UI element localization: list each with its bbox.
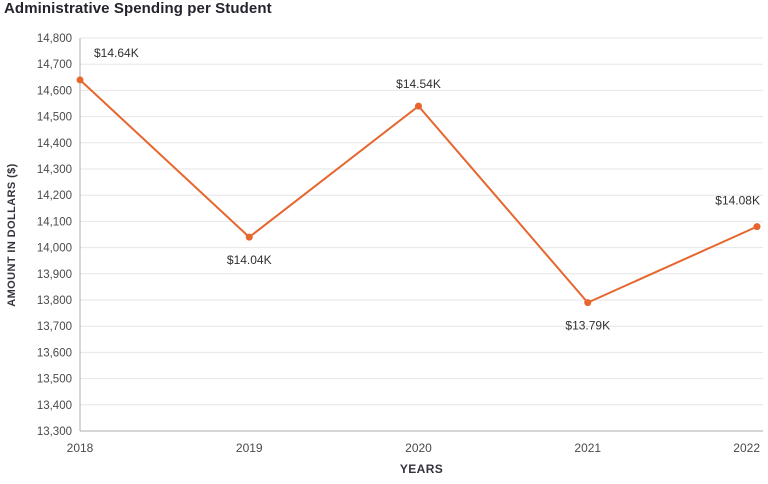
data-point-label: $14.64K <box>94 46 139 60</box>
y-tick-label: 14,300 <box>37 164 72 176</box>
y-tick-label: 14,000 <box>37 243 72 255</box>
data-point-marker[interactable] <box>415 102 422 110</box>
series-line <box>79 78 758 304</box>
y-tick-label: 13,900 <box>37 269 72 281</box>
chart-title: Administrative Spending per Student <box>4 0 272 17</box>
x-tick-label: 2021 <box>574 441 601 455</box>
y-tick-label: 13,800 <box>37 295 72 307</box>
y-tick-label: 13,600 <box>37 347 72 359</box>
y-tick-label: 13,400 <box>37 400 72 412</box>
x-tick-label: 2019 <box>236 441 263 455</box>
y-tick-label: 13,300 <box>37 426 72 438</box>
data-point-label: $14.04K <box>227 253 272 267</box>
data-point-marker[interactable] <box>753 223 761 231</box>
y-tick-label: 14,200 <box>37 190 72 202</box>
x-axis-title: YEARS <box>399 462 444 476</box>
x-tick-label: 2018 <box>67 441 94 455</box>
data-point-label: $13.79K <box>565 319 610 333</box>
y-tick-label: 14,400 <box>37 138 72 150</box>
data-point-marker[interactable] <box>76 76 84 84</box>
y-tick-label: 14,600 <box>37 85 72 97</box>
x-tick-label: 2022 <box>733 441 760 455</box>
data-point-marker[interactable] <box>584 299 592 307</box>
data-point-marker[interactable] <box>245 233 253 241</box>
data-point-label: $14.08K <box>715 194 760 208</box>
data-point-label: $14.54K <box>396 77 441 91</box>
y-tick-label: 14,100 <box>37 216 72 228</box>
y-tick-label: 14,700 <box>37 59 72 71</box>
y-axis-title: AMOUNT IN DOLLARS ($) <box>6 163 18 307</box>
y-tick-label: 14,500 <box>37 112 72 124</box>
y-tick-label: 14,800 <box>37 33 72 45</box>
y-tick-label: 13,500 <box>37 374 72 386</box>
y-tick-label: 13,700 <box>37 321 72 333</box>
x-tick-label: 2020 <box>405 441 432 455</box>
